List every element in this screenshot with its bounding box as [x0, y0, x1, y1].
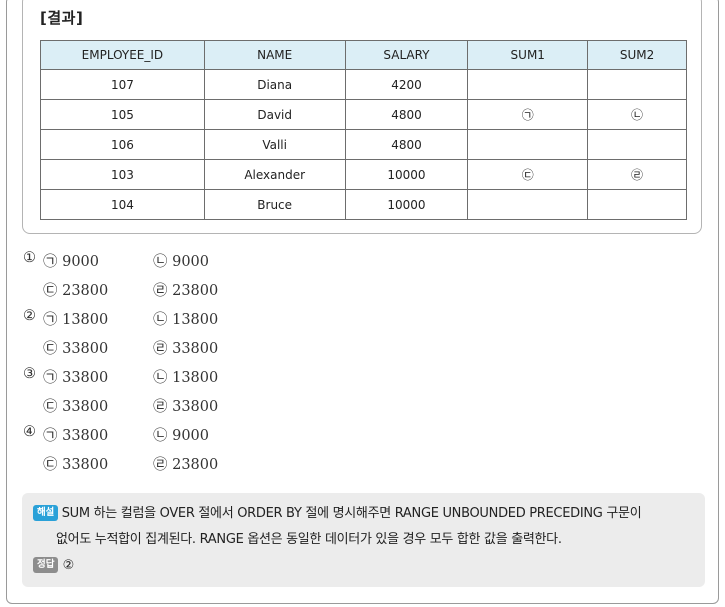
option-value: ㉠ 9000	[43, 254, 100, 270]
explanation-badge: 해설	[33, 505, 58, 521]
explanation-line-2: 없어도 누적합이 집계된다. RANGE 옵션은 동일한 데이터가 있을 경우 …	[56, 532, 562, 547]
cell-sum1: ㉠	[467, 99, 589, 130]
answer-line: 정답 ②	[33, 557, 74, 573]
header-employee-id: EMPLOYEE_ID	[40, 40, 205, 70]
option-value: ㉢ 23800	[43, 283, 109, 299]
option-number: ②	[23, 308, 36, 324]
result-table: EMPLOYEE_ID NAME SALARY SUM1 SUM2 107 Di…	[40, 40, 687, 220]
header-sum2: SUM2	[587, 40, 687, 70]
cell-name: Alexander	[203, 159, 346, 190]
cell-name: Diana	[203, 69, 346, 100]
option-value: ㉢ 33800	[43, 341, 109, 357]
cell-employee-id: 104	[40, 189, 205, 220]
option-value: ㉣ 23800	[153, 283, 219, 299]
cell-sum1	[467, 69, 589, 100]
option-value: ㉠ 13800	[43, 312, 109, 328]
cell-salary: 4800	[344, 99, 469, 130]
explanation-box: 해설 SUM 하는 컬럼을 OVER 절에서 ORDER BY 절에 명시해주면…	[22, 493, 705, 587]
cell-salary: 10000	[344, 159, 469, 190]
answer-badge: 정답	[33, 557, 59, 573]
cell-sum2	[587, 129, 687, 160]
answer-value: ②	[62, 558, 75, 573]
cell-sum1	[467, 129, 589, 160]
cell-salary: 10000	[344, 189, 469, 220]
cell-sum1	[467, 189, 589, 220]
table-header-row: EMPLOYEE_ID NAME SALARY SUM1 SUM2	[40, 40, 687, 70]
option-value: ㉡ 9000	[153, 254, 210, 270]
header-name: NAME	[203, 40, 346, 70]
header-salary: SALARY	[344, 40, 469, 70]
option-value: ㉡ 13800	[153, 312, 219, 328]
option-value: ㉣ 33800	[153, 341, 219, 357]
option-value: ㉣ 23800	[153, 457, 219, 473]
result-title: [결과]	[40, 9, 84, 27]
cell-employee-id: 105	[40, 99, 205, 130]
explanation-text: 해설 SUM 하는 컬럼을 OVER 절에서 ORDER BY 절에 명시해주면…	[33, 501, 699, 553]
cell-employee-id: 103	[40, 159, 205, 190]
cell-sum2	[587, 189, 687, 220]
table-row: 105 David 4800 ㉠ ㉡	[40, 99, 687, 130]
cell-sum2	[587, 69, 687, 100]
option-value: ㉣ 33800	[153, 399, 219, 415]
option-value: ㉢ 33800	[43, 399, 109, 415]
cell-sum2: ㉡	[587, 99, 687, 130]
option-value: ㉢ 33800	[43, 457, 109, 473]
cell-employee-id: 106	[40, 129, 205, 160]
table-row: 106 Valli 4800	[40, 129, 687, 160]
table-row: 107 Diana 4200	[40, 69, 687, 100]
explanation-line-1: SUM 하는 컬럼을 OVER 절에서 ORDER BY 절에 명시해주면 RA…	[61, 506, 642, 521]
option-number: ③	[23, 366, 36, 382]
cell-sum1: ㉢	[467, 159, 589, 190]
cell-name: Valli	[203, 129, 346, 160]
option-number: ④	[23, 424, 36, 440]
table-row: 103 Alexander 10000 ㉢ ㉣	[40, 159, 687, 190]
option-number: ①	[23, 250, 36, 266]
cell-name: Bruce	[203, 189, 346, 220]
cell-employee-id: 107	[40, 69, 205, 100]
cell-salary: 4200	[344, 69, 469, 100]
header-sum1: SUM1	[467, 40, 589, 70]
option-value: ㉡ 9000	[153, 428, 210, 444]
table-row: 104 Bruce 10000	[40, 189, 687, 220]
option-value: ㉠ 33800	[43, 428, 109, 444]
cell-sum2: ㉣	[587, 159, 687, 190]
cell-name: David	[203, 99, 346, 130]
option-value: ㉠ 33800	[43, 370, 109, 386]
cell-salary: 4800	[344, 129, 469, 160]
option-value: ㉡ 13800	[153, 370, 219, 386]
